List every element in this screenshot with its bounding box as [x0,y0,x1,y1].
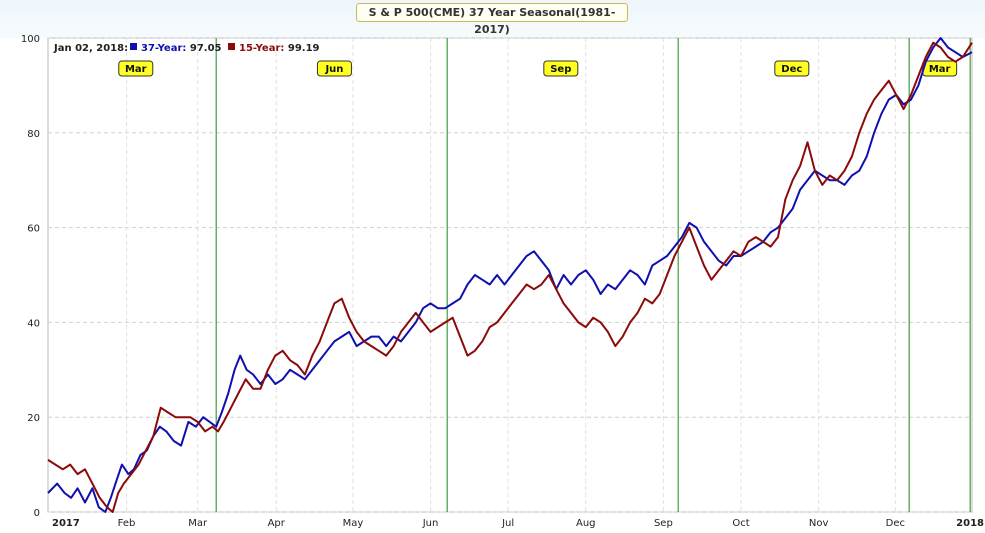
x-tick-label: Oct [732,518,749,529]
x-tick-label: Jul [501,518,514,529]
x-tick-label: May [343,518,364,529]
legend-swatch [228,43,235,50]
month-markers: Mar Jun Sep Dec Mar [118,38,971,512]
x-tick-label: Mar [188,518,208,529]
x-tick-label: Feb [118,518,136,529]
legend-date: Jan 02, 2018: [53,43,128,54]
plot-area [47,37,973,513]
grid [47,37,973,513]
marker-label: Mar [118,60,154,77]
marker-label-text: Mar [125,64,147,75]
marker-label: Mar [922,60,958,77]
x-tick-label: Nov [809,518,829,529]
marker-label: Sep [543,60,579,77]
x-tick-label: Jun [422,518,439,529]
legend-label: 37-Year: 97.05 [141,43,222,54]
y-tick-label: 60 [27,224,40,235]
marker-label-box [118,60,154,77]
legend-value: 99.19 [288,43,320,54]
legend-value: 97.05 [190,43,222,54]
marker-label: Jun [316,60,352,77]
x-tick-label: Dec [886,518,905,529]
series-line-37-Year [47,37,973,513]
series-lines [47,37,973,513]
legend: Jan 02, 2018: 37-Year: 97.05 15-Year: 99.1… [53,43,320,54]
y-tick-label: 80 [27,129,40,140]
x-tick-label: Sep [654,518,673,529]
x-tick-label: 2017 [52,518,80,529]
y-tick-label: 40 [27,318,40,329]
marker-label-box [774,60,810,77]
marker-label-text: Jun [324,64,343,75]
marker-label-box [543,60,579,77]
axes: 0 20 40 60 80 100 2017 Feb Mar Apr May Jun Jul Aug Sep… [21,34,984,529]
legend-swatch [130,43,137,50]
x-tick-label: Aug [576,518,596,529]
marker-label-box [316,60,352,77]
chart-title: S & P 500(CME) 37 Year Seasonal(1981-201… [356,3,628,36]
series-line-15-Year [47,41,973,513]
marker-label-text: Dec [781,64,802,75]
marker-label: Dec [774,60,810,77]
y-tick-label: 20 [27,413,40,424]
legend-label: 15-Year: 99.19 [239,43,320,54]
y-tick-label: 100 [21,34,40,45]
marker-label-text: Mar [929,64,951,75]
x-tick-label: 2018 [956,518,984,529]
x-tick-label: Apr [268,518,286,529]
marker-label-text: Sep [550,64,571,75]
y-tick-label: 0 [34,508,40,519]
